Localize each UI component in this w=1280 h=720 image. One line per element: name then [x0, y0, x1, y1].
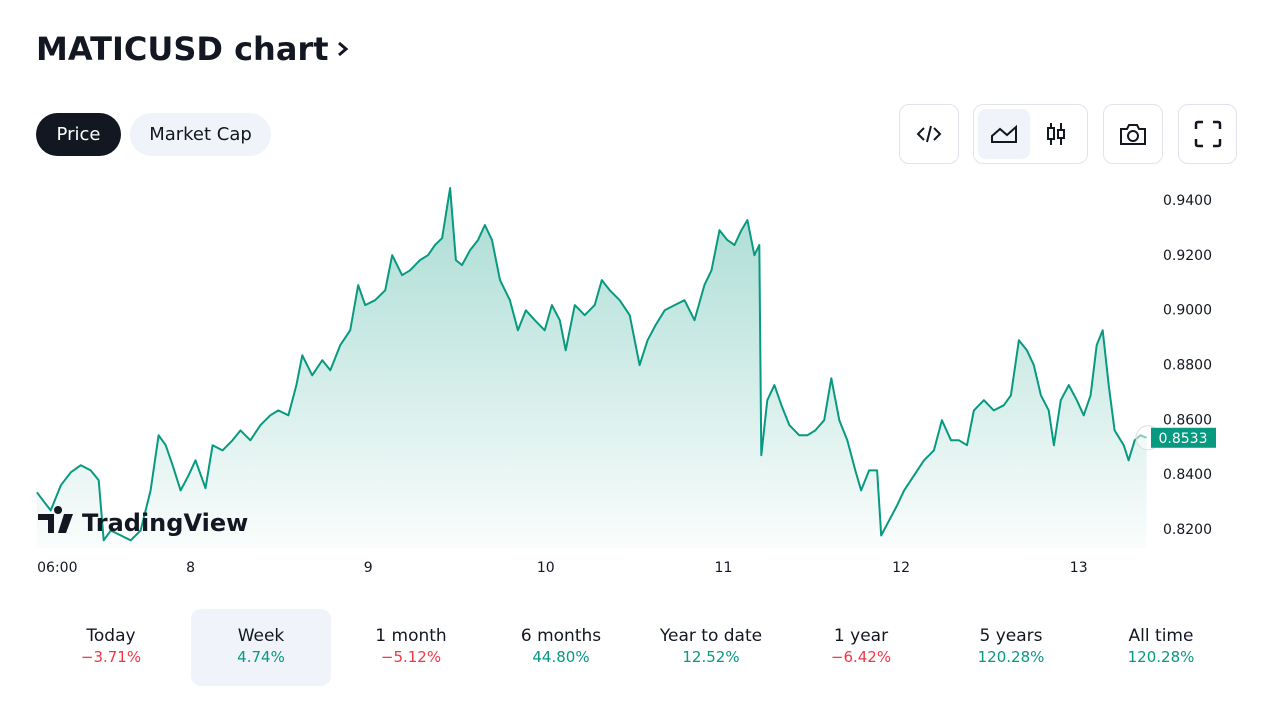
area-fill [36, 188, 1147, 548]
period-change: 12.52% [682, 648, 740, 666]
period-button[interactable]: Week 4.74% [191, 609, 331, 686]
y-tick-label: 0.8600 [1163, 412, 1212, 428]
last-price-badge [1151, 427, 1216, 448]
area-style-button[interactable] [978, 109, 1030, 159]
period-label: Today [86, 626, 136, 646]
embed-icon [916, 125, 942, 143]
period-change: 120.28% [977, 648, 1045, 666]
x-tick-label: 06:00 [37, 560, 77, 576]
period-button[interactable]: 1 month −5.12% [341, 609, 481, 686]
title[interactable]: MATICUSD chart [36, 30, 351, 68]
title-text: MATICUSD chart [36, 30, 329, 68]
tab-market-cap[interactable]: Market Cap [130, 113, 271, 156]
camera-icon [1120, 124, 1146, 145]
period-button[interactable]: 1 year −6.42% [791, 609, 931, 686]
chart-style-group [973, 104, 1088, 164]
period-change: −3.71% [80, 648, 142, 666]
period-label: 1 month [375, 626, 447, 646]
y-tick-label: 0.8800 [1163, 358, 1212, 374]
period-label: Week [237, 626, 285, 646]
period-change: −6.42% [830, 648, 892, 666]
tab-price[interactable]: Price [36, 113, 121, 156]
chart: 0.8200 0.8400 0.8600 0.8800 0.9000 0.9200 0.94… [36, 187, 1216, 576]
y-tick-label: 0.9200 [1163, 248, 1212, 264]
candle-icon [1047, 123, 1065, 145]
period-button[interactable]: 5 years 120.28% [941, 609, 1081, 686]
y-tick-label: 0.8200 [1163, 522, 1212, 538]
embed-button[interactable] [899, 104, 959, 164]
watermark: TradingView [38, 506, 248, 537]
period-button[interactable]: Today −3.71% [41, 609, 181, 686]
fullscreen-button[interactable] [1178, 104, 1237, 164]
x-tick-label: 9 [364, 560, 373, 576]
snapshot-button[interactable] [1103, 104, 1163, 164]
x-tick-label: 13 [1070, 560, 1088, 576]
chevron-icon [337, 41, 348, 57]
period-label: 5 years [979, 626, 1043, 646]
x-tick-label: 8 [186, 560, 195, 576]
period-change: −5.12% [380, 648, 442, 666]
y-tick-label: 0.8400 [1163, 467, 1212, 483]
last-price-label: 0.8533 [1159, 431, 1208, 447]
period-button[interactable]: All time 120.28% [1091, 609, 1231, 686]
x-tick-label: 11 [715, 560, 733, 576]
period-label: 1 year [833, 626, 889, 646]
period-change: 120.28% [1127, 648, 1195, 666]
fullscreen-icon [1194, 120, 1221, 148]
period-label: 6 months [520, 626, 602, 646]
watermark-text: TradingView [82, 509, 248, 537]
x-tick-label: 10 [537, 560, 555, 576]
period-label: Year to date [659, 626, 763, 646]
period-change: 4.74% [237, 648, 285, 666]
price-line [36, 187, 1147, 542]
x-tick-label: 12 [892, 560, 910, 576]
period-label: All time [1128, 626, 1194, 646]
period-button[interactable]: 6 months 44.80% [491, 609, 631, 686]
area-icon [991, 124, 1017, 143]
period-change: 44.80% [532, 648, 590, 666]
period-button[interactable]: Year to date 12.52% [641, 609, 781, 686]
candle-style-button[interactable] [1030, 109, 1082, 159]
y-tick-label: 0.9000 [1163, 303, 1212, 319]
y-tick-label: 0.9400 [1163, 193, 1212, 209]
